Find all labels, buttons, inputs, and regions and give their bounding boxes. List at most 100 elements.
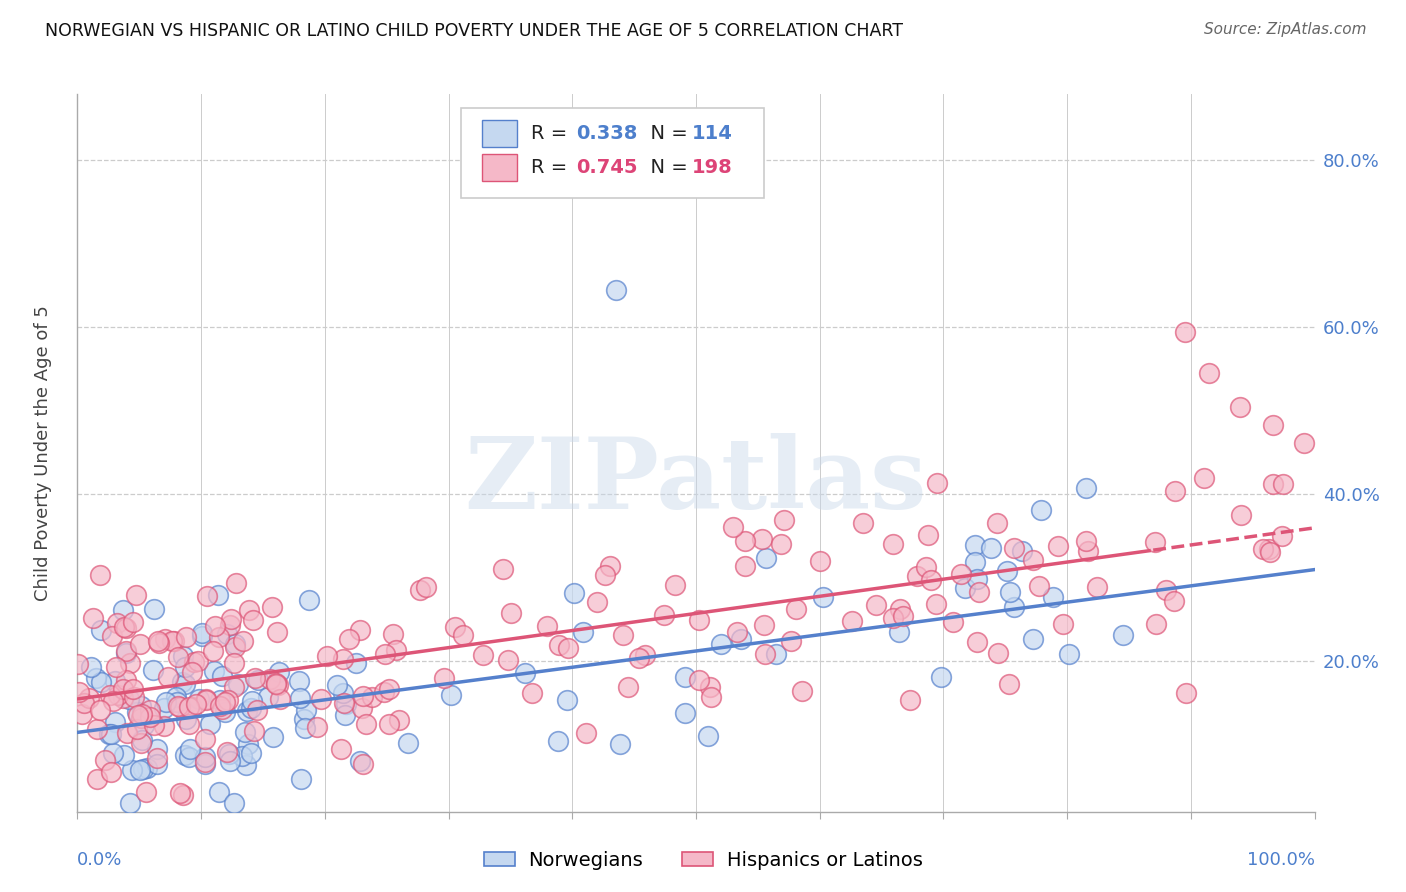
Point — [1028, 579, 1050, 593]
Point — [215, 627, 238, 641]
Point — [73, 697, 96, 711]
Point — [84, 671, 107, 685]
Point — [180, 665, 202, 680]
Text: R =: R = — [531, 158, 574, 178]
Point — [315, 649, 337, 664]
Point — [1229, 400, 1251, 414]
Point — [224, 637, 246, 651]
Point — [173, 747, 195, 762]
Point — [195, 693, 218, 707]
Point — [86, 772, 108, 787]
Point — [1154, 582, 1177, 597]
Point — [751, 532, 773, 546]
Point — [104, 673, 127, 688]
Point — [617, 680, 640, 694]
Point — [236, 737, 259, 751]
Point — [114, 621, 136, 635]
Point — [233, 725, 256, 739]
Point — [927, 475, 949, 490]
Point — [966, 572, 988, 586]
Point — [734, 559, 756, 574]
Point — [121, 763, 143, 777]
Point — [122, 615, 145, 630]
FancyBboxPatch shape — [482, 120, 516, 147]
Point — [998, 584, 1021, 599]
Point — [209, 699, 232, 714]
Point — [492, 561, 515, 575]
Point — [100, 727, 122, 741]
Point — [664, 578, 686, 592]
Point — [231, 748, 253, 763]
Point — [1257, 541, 1279, 556]
Point — [174, 630, 197, 644]
Point — [1198, 367, 1220, 381]
Point — [361, 690, 384, 704]
Point — [204, 665, 226, 679]
Point — [557, 693, 579, 707]
Point — [905, 569, 928, 583]
Point — [889, 601, 911, 615]
Point — [721, 520, 744, 534]
Point — [139, 703, 162, 717]
Point — [409, 582, 432, 597]
Point — [127, 707, 149, 722]
Point — [586, 595, 609, 609]
Point — [89, 568, 111, 582]
Point — [208, 630, 231, 644]
Point — [443, 620, 465, 634]
Point — [1042, 591, 1064, 605]
Point — [730, 632, 752, 646]
Point — [1194, 471, 1216, 485]
Point — [194, 757, 217, 772]
Point — [1077, 544, 1099, 558]
Point — [530, 174, 553, 188]
Point — [496, 653, 519, 667]
Point — [155, 695, 177, 709]
Point — [1031, 503, 1053, 517]
Point — [207, 588, 229, 602]
Point — [309, 691, 332, 706]
Point — [198, 716, 221, 731]
Point — [191, 625, 214, 640]
Point — [264, 676, 287, 690]
Point — [177, 700, 200, 714]
Point — [167, 699, 190, 714]
Point — [193, 731, 215, 746]
Point — [104, 715, 127, 730]
Point — [219, 612, 242, 626]
Point — [264, 676, 287, 690]
Point — [967, 584, 990, 599]
Point — [344, 657, 367, 671]
Point — [865, 598, 887, 612]
Point — [174, 712, 197, 726]
Point — [294, 721, 316, 735]
Point — [472, 648, 495, 662]
Point — [673, 706, 696, 721]
Point — [352, 690, 374, 704]
Point — [86, 723, 108, 737]
Point — [882, 537, 904, 551]
Point — [773, 513, 796, 527]
Point — [1046, 539, 1069, 553]
Point — [290, 772, 312, 787]
Point — [1261, 417, 1284, 432]
Point — [966, 635, 988, 649]
Text: Source: ZipAtlas.com: Source: ZipAtlas.com — [1204, 22, 1367, 37]
Point — [218, 747, 240, 761]
Point — [242, 723, 264, 738]
Point — [173, 677, 195, 691]
Point — [222, 680, 245, 694]
Point — [1261, 477, 1284, 491]
Point — [225, 575, 247, 590]
Point — [70, 706, 93, 721]
Point — [513, 666, 536, 681]
Point — [593, 568, 616, 582]
Point — [90, 623, 112, 637]
Point — [377, 681, 399, 696]
Point — [1002, 599, 1025, 614]
Point — [332, 686, 354, 700]
Point — [214, 706, 236, 720]
Point — [238, 603, 260, 617]
Point — [779, 633, 801, 648]
Point — [211, 702, 233, 716]
